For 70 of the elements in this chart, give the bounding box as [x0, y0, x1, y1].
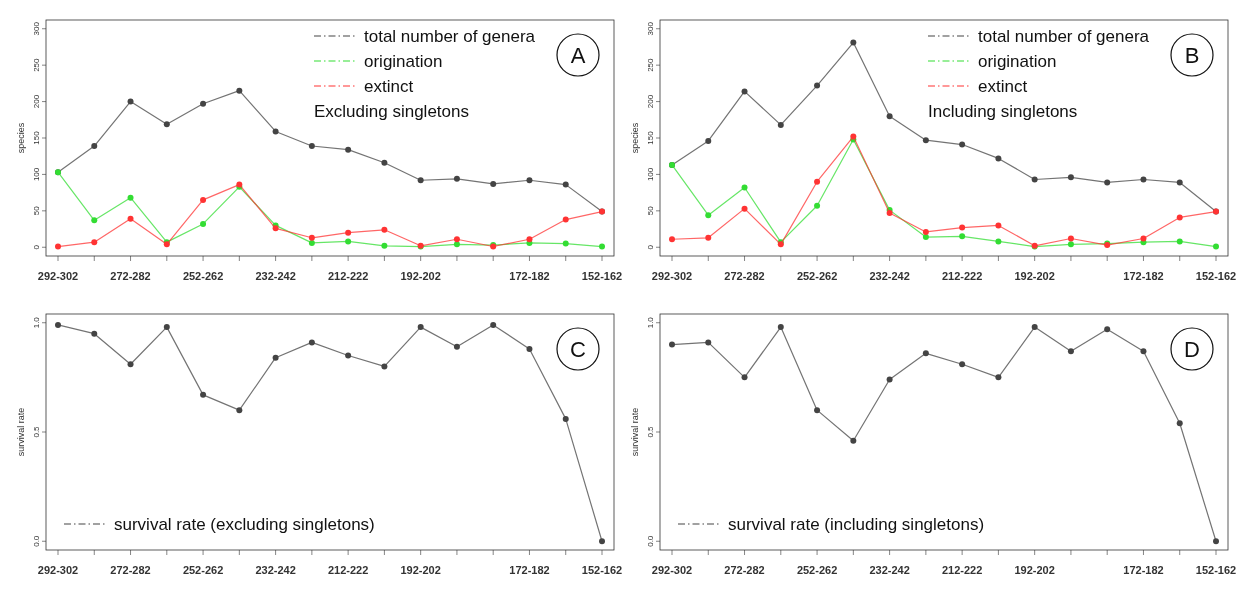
- x-tick-label: 232-242: [255, 564, 296, 576]
- x-tick-label: 172-182: [1123, 270, 1164, 282]
- x-tick-label: 252-262: [182, 564, 224, 576]
- y-tick-label: 1.0: [646, 316, 655, 329]
- x-tick-label: 272-282: [724, 270, 765, 282]
- x-tick-label: 212-222: [941, 564, 983, 576]
- annotation: B: [1184, 43, 1200, 68]
- x-tick-label: 152-162: [1195, 564, 1237, 576]
- y-tick-label: 1.0: [32, 316, 41, 329]
- y-tick-label: 0: [646, 244, 655, 250]
- x-tick-label: 172-182: [1123, 564, 1164, 576]
- y-tick-label: 200: [32, 94, 41, 109]
- legend-label: survival rate (including singletons): [728, 515, 985, 534]
- y-tick-label: 50: [646, 205, 655, 216]
- annotation: Including singletons: [928, 102, 1078, 121]
- x-tick-label: 212-222: [941, 270, 983, 282]
- y-tick-label: 200: [646, 94, 655, 109]
- x-tick-label: 152-162: [581, 564, 623, 576]
- y-tick-label: 0.0: [32, 535, 41, 547]
- x-tick-label: 152-162: [581, 270, 623, 282]
- x-tick-label: 272-282: [724, 564, 765, 576]
- x-tick-label: 252-262: [796, 564, 838, 576]
- annotation: A: [570, 43, 586, 68]
- y-tick-label: 50: [32, 205, 41, 216]
- legend-label: survival rate (excluding singletons): [114, 515, 375, 534]
- y-tick-label: 100: [646, 167, 655, 182]
- legend-label: extinct: [978, 77, 1028, 96]
- y-axis-title: survival rate: [630, 407, 640, 457]
- y-tick-label: 300: [646, 21, 655, 36]
- legend-label: extinct: [364, 77, 414, 96]
- x-tick-label: 272-282: [110, 270, 151, 282]
- y-tick-label: 0: [32, 244, 41, 250]
- x-tick-label: 212-222: [327, 564, 369, 576]
- y-axis-title: species: [16, 122, 26, 154]
- y-tick-label: 150: [32, 130, 41, 145]
- x-tick-label: 272-282: [110, 564, 151, 576]
- legend-label: total number of genera: [978, 27, 1150, 46]
- x-tick-label: 192-202: [400, 270, 441, 282]
- annotation: C: [570, 337, 587, 362]
- x-tick-label: 172-182: [509, 564, 550, 576]
- y-axis-title: survival rate: [16, 407, 26, 457]
- x-tick-label: 192-202: [1014, 270, 1055, 282]
- x-tick-label: 292-302: [651, 564, 693, 576]
- y-tick-label: 250: [646, 57, 655, 72]
- annotation: Excluding singletons: [314, 102, 469, 121]
- x-tick-label: 212-222: [327, 270, 369, 282]
- x-tick-label: 152-162: [1195, 270, 1237, 282]
- x-tick-label: 192-202: [1014, 564, 1055, 576]
- legend-label: origination: [364, 52, 443, 71]
- y-tick-label: 100: [32, 167, 41, 182]
- y-tick-label: 0.5: [646, 425, 655, 438]
- legend-label: total number of genera: [364, 27, 536, 46]
- x-tick-label: 232-242: [255, 270, 296, 282]
- x-tick-label: 232-242: [869, 564, 910, 576]
- x-tick-label: 192-202: [400, 564, 441, 576]
- y-tick-label: 0.5: [32, 425, 41, 438]
- x-tick-label: 292-302: [37, 564, 79, 576]
- annotation: D: [1184, 337, 1200, 362]
- x-tick-label: 292-302: [651, 270, 693, 282]
- x-tick-label: 252-262: [796, 270, 838, 282]
- y-tick-label: 150: [646, 130, 655, 145]
- y-tick-label: 250: [32, 57, 41, 72]
- x-tick-label: 252-262: [182, 270, 224, 282]
- x-tick-label: 292-302: [37, 270, 79, 282]
- y-tick-label: 0.0: [646, 535, 655, 547]
- y-tick-label: 300: [32, 21, 41, 36]
- legend-label: origination: [978, 52, 1057, 71]
- y-axis-title: species: [630, 122, 640, 154]
- x-tick-label: 232-242: [869, 270, 910, 282]
- x-tick-label: 172-182: [509, 270, 550, 282]
